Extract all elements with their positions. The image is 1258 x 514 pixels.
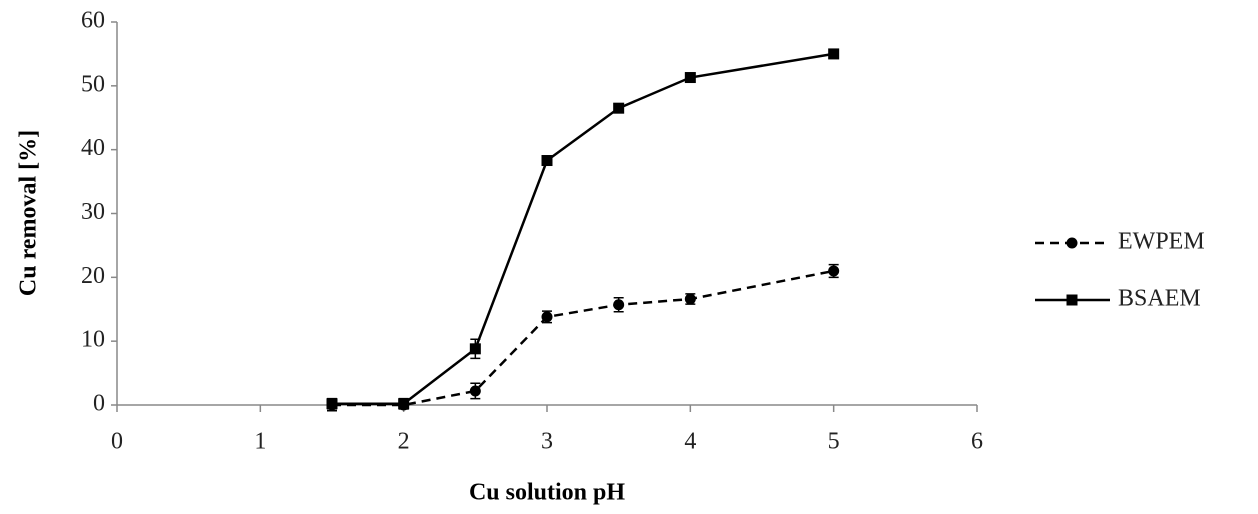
y-tick-label: 30 [81,199,105,225]
x-tick-label: 3 [541,429,553,455]
x-tick-label: 0 [111,429,123,455]
y-tick-label: 60 [81,8,105,34]
data-point [828,48,840,60]
x-axis-title: Cu solution pH [469,480,625,506]
data-point [326,398,338,410]
x-tick-label: 5 [828,429,840,455]
x-tick-label: 6 [971,429,983,455]
legend-label: BSAEM [1118,286,1201,312]
data-point [541,311,553,323]
legend-marker [1066,237,1078,249]
data-point [828,265,840,277]
data-point [469,343,481,355]
data-point [469,385,481,397]
series-line [332,52,834,405]
legend-label: EWPEM [1118,229,1205,255]
data-point [613,299,625,311]
data-point [613,102,625,114]
y-tick-label: 40 [81,135,105,161]
series-line [332,269,834,407]
y-tick-label: 50 [81,71,105,97]
legend-marker [1066,294,1078,306]
y-tick-label: 20 [81,263,105,289]
x-tick-label: 4 [684,429,696,455]
x-tick-label: 1 [254,429,266,455]
data-point [541,155,553,167]
data-point [684,293,696,305]
y-tick-label: 0 [93,391,105,417]
data-point [684,72,696,84]
y-axis-title: Cu removal [%] [16,130,42,296]
data-point [398,398,410,410]
y-tick-label: 10 [81,327,105,353]
x-tick-label: 2 [398,429,410,455]
